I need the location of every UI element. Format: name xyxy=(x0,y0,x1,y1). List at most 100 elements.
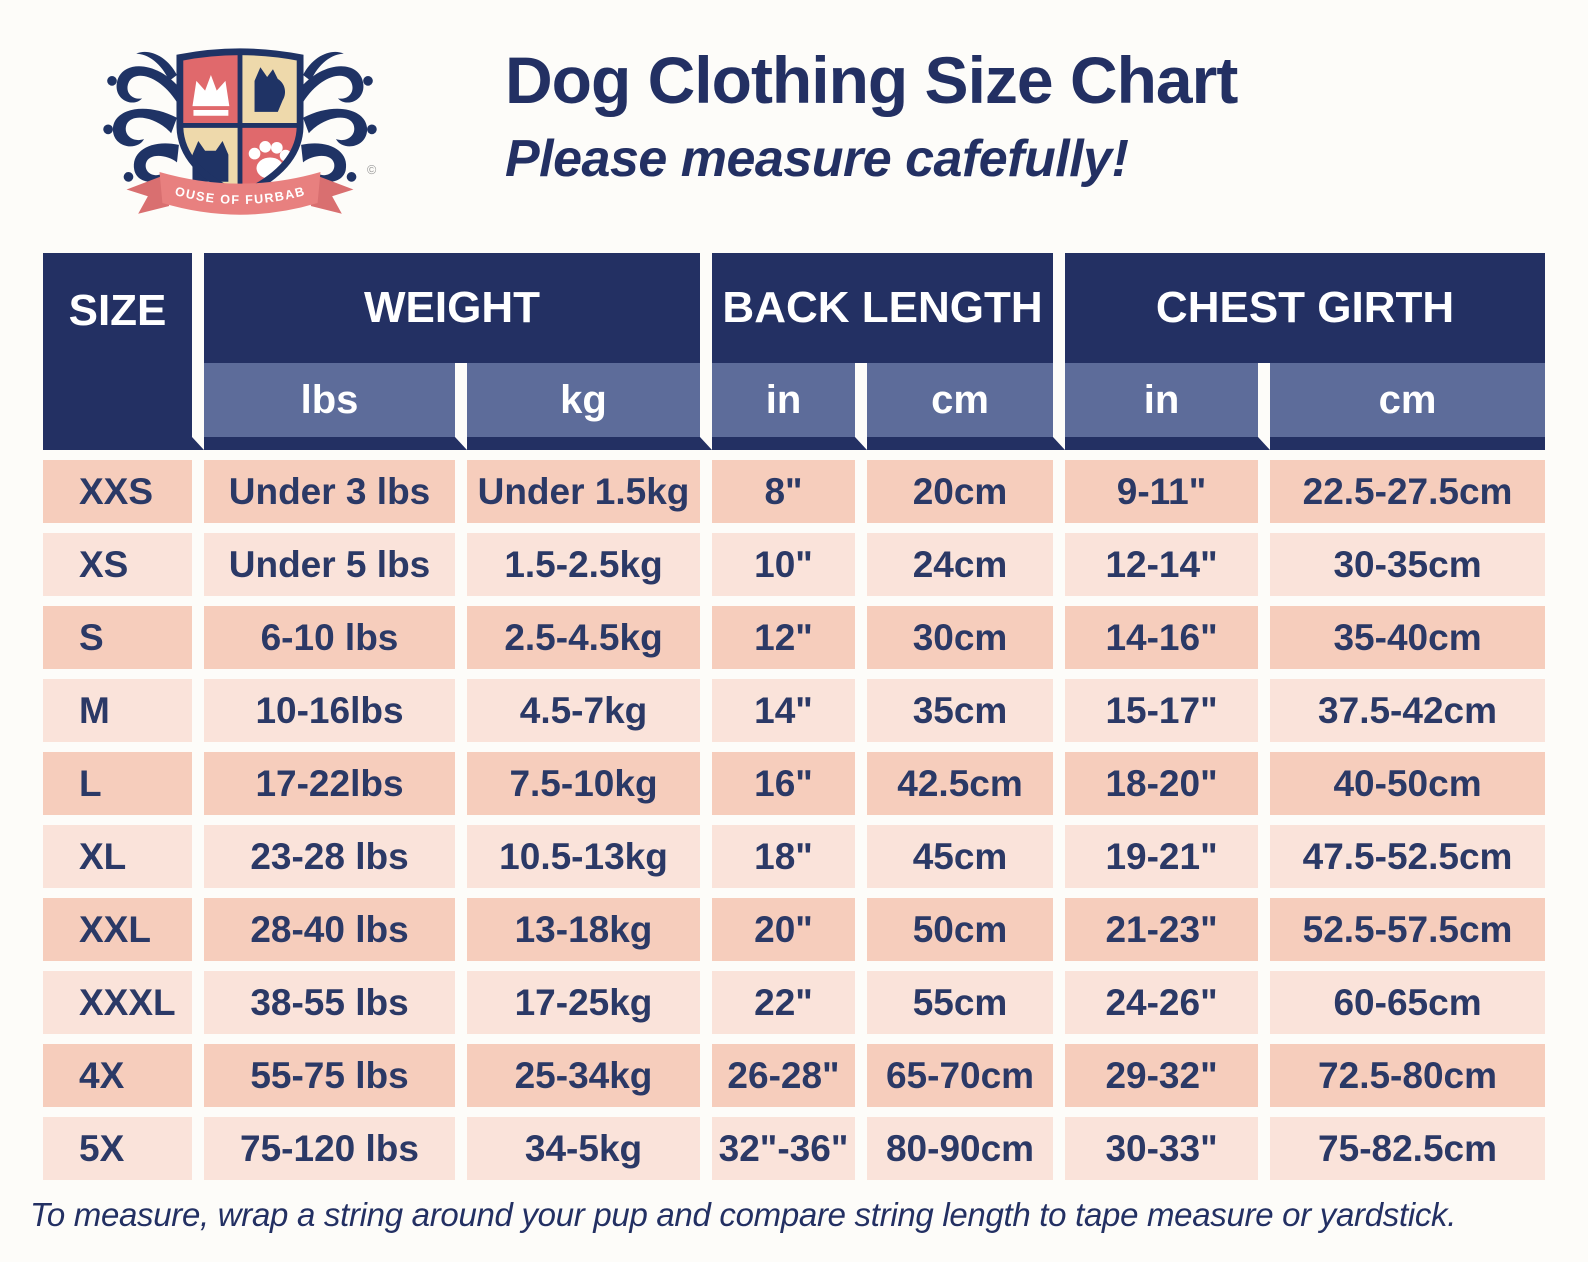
chest-girth-in-cell: 21-23" xyxy=(1065,888,1271,961)
page-subtitle: Please measure cafefully! xyxy=(505,130,1129,189)
back-length-cm-cell: 24cm xyxy=(867,523,1066,596)
back-length-cm-cell: 35cm xyxy=(867,669,1066,742)
size-cell: XL xyxy=(43,815,204,888)
unit-header-kg: kg xyxy=(467,363,713,450)
back-length-cm-cell: 20cm xyxy=(867,450,1066,523)
chest-girth-in-cell: 24-26" xyxy=(1065,961,1271,1034)
size-cell: XXL xyxy=(43,888,204,961)
back-length-in-cell: 8" xyxy=(712,450,868,523)
table-row: M 10-16lbs 4.5-7kg 14" 35cm 15-17" 37.5-… xyxy=(43,669,1546,742)
size-cell: XXXL xyxy=(43,961,204,1034)
weight-kg-cell: 25-34kg xyxy=(467,1034,713,1107)
crown-icon xyxy=(192,75,230,116)
unit-header-lbs: lbs xyxy=(204,363,467,450)
measuring-instructions: To measure, wrap a string around your pu… xyxy=(30,1196,1457,1233)
chest-girth-cm-cell: 40-50cm xyxy=(1270,742,1546,815)
weight-lbs-cell: 75-120 lbs xyxy=(204,1107,467,1180)
chest-girth-in-cell: 15-17" xyxy=(1065,669,1271,742)
table-row: XS Under 5 lbs 1.5-2.5kg 10" 24cm 12-14"… xyxy=(43,523,1546,596)
back-length-in-cell: 22" xyxy=(712,961,868,1034)
weight-kg-cell: 7.5-10kg xyxy=(467,742,713,815)
chest-girth-cm-cell: 22.5-27.5cm xyxy=(1270,450,1546,523)
unit-header-chest-girth-in: in xyxy=(1065,363,1271,450)
table-row: S 6-10 lbs 2.5-4.5kg 12" 30cm 14-16" 35-… xyxy=(43,596,1546,669)
chest-girth-cm-cell: 35-40cm xyxy=(1270,596,1546,669)
weight-lbs-cell: 6-10 lbs xyxy=(204,596,467,669)
chest-girth-cm-cell: 30-35cm xyxy=(1270,523,1546,596)
weight-kg-cell: 1.5-2.5kg xyxy=(467,523,713,596)
unit-header-chest-girth-cm: cm xyxy=(1270,363,1546,450)
table-row: 5X 75-120 lbs 34-5kg 32"-36" 80-90cm 30-… xyxy=(43,1107,1546,1180)
table-header: SIZE WEIGHT BACK LENGTH CHEST GIRTH lbs … xyxy=(43,253,1546,450)
chest-girth-in-cell: 18-20" xyxy=(1065,742,1271,815)
copyright-mark: © xyxy=(367,163,377,177)
column-header-size: SIZE xyxy=(43,253,204,450)
size-table-body: XXS Under 3 lbs Under 1.5kg 8" 20cm 9-11… xyxy=(43,450,1546,1180)
chest-girth-in-cell: 9-11" xyxy=(1065,450,1271,523)
size-cell: XS xyxy=(43,523,204,596)
weight-lbs-cell: 23-28 lbs xyxy=(204,815,467,888)
weight-kg-cell: 2.5-4.5kg xyxy=(467,596,713,669)
unit-header-back-length-cm: cm xyxy=(867,363,1066,450)
size-cell: XXS xyxy=(43,450,204,523)
title-block: Dog Clothing Size Chart Please measure c… xyxy=(505,43,1238,189)
page-title: Dog Clothing Size Chart xyxy=(505,43,1238,117)
weight-lbs-cell: 17-22lbs xyxy=(204,742,467,815)
size-cell: S xyxy=(43,596,204,669)
back-length-in-cell: 14" xyxy=(712,669,868,742)
chest-girth-cm-cell: 75-82.5cm xyxy=(1270,1107,1546,1180)
back-length-cm-cell: 55cm xyxy=(867,961,1066,1034)
back-length-cm-cell: 50cm xyxy=(867,888,1066,961)
chest-girth-cm-cell: 47.5-52.5cm xyxy=(1270,815,1546,888)
house-of-furbaby-logo: HOUSE OF FURBABY © xyxy=(75,10,400,230)
back-length-cm-cell: 65-70cm xyxy=(867,1034,1066,1107)
chest-girth-cm-cell: 72.5-80cm xyxy=(1270,1034,1546,1107)
back-length-in-cell: 10" xyxy=(712,523,868,596)
weight-kg-cell: 4.5-7kg xyxy=(467,669,713,742)
shield-border xyxy=(176,48,304,200)
weight-kg-cell: 13-18kg xyxy=(467,888,713,961)
chest-girth-cm-cell: 52.5-57.5cm xyxy=(1270,888,1546,961)
size-cell: L xyxy=(43,742,204,815)
dog-icon xyxy=(254,67,286,112)
table-row: L 17-22lbs 7.5-10kg 16" 42.5cm 18-20" 40… xyxy=(43,742,1546,815)
back-length-in-cell: 16" xyxy=(712,742,868,815)
back-length-in-cell: 18" xyxy=(712,815,868,888)
weight-lbs-cell: 10-16lbs xyxy=(204,669,467,742)
weight-kg-cell: Under 1.5kg xyxy=(467,450,713,523)
size-cell: 4X xyxy=(43,1034,204,1107)
table-row: XXS Under 3 lbs Under 1.5kg 8" 20cm 9-11… xyxy=(43,450,1546,523)
table-row: XL 23-28 lbs 10.5-13kg 18" 45cm 19-21" 4… xyxy=(43,815,1546,888)
column-header-back-length: BACK LENGTH xyxy=(712,253,1066,363)
back-length-cm-cell: 30cm xyxy=(867,596,1066,669)
weight-kg-cell: 10.5-13kg xyxy=(467,815,713,888)
chest-girth-in-cell: 14-16" xyxy=(1065,596,1271,669)
chest-girth-cm-cell: 37.5-42cm xyxy=(1270,669,1546,742)
size-chart-table: SIZE WEIGHT BACK LENGTH CHEST GIRTH lbs … xyxy=(43,253,1546,1180)
weight-kg-cell: 17-25kg xyxy=(467,961,713,1034)
table-row: XXL 28-40 lbs 13-18kg 20" 50cm 21-23" 52… xyxy=(43,888,1546,961)
weight-kg-cell: 34-5kg xyxy=(467,1107,713,1180)
size-cell: M xyxy=(43,669,204,742)
table-row: 4X 55-75 lbs 25-34kg 26-28" 65-70cm 29-3… xyxy=(43,1034,1546,1107)
chest-girth-in-cell: 19-21" xyxy=(1065,815,1271,888)
chest-girth-in-cell: 30-33" xyxy=(1065,1107,1271,1180)
table-row: XXXL 38-55 lbs 17-25kg 22" 55cm 24-26" 6… xyxy=(43,961,1546,1034)
weight-lbs-cell: 55-75 lbs xyxy=(204,1034,467,1107)
back-length-in-cell: 32"-36" xyxy=(712,1107,868,1180)
back-length-in-cell: 12" xyxy=(712,596,868,669)
weight-lbs-cell: Under 5 lbs xyxy=(204,523,467,596)
column-header-chest-girth: CHEST GIRTH xyxy=(1065,253,1546,363)
weight-lbs-cell: 38-55 lbs xyxy=(204,961,467,1034)
chest-girth-in-cell: 29-32" xyxy=(1065,1034,1271,1107)
back-length-in-cell: 26-28" xyxy=(712,1034,868,1107)
size-cell: 5X xyxy=(43,1107,204,1180)
crest-logo-graphic: HOUSE OF FURBABY © xyxy=(75,10,377,215)
back-length-in-cell: 20" xyxy=(712,888,868,961)
back-length-cm-cell: 45cm xyxy=(867,815,1066,888)
unit-header-back-length-in: in xyxy=(712,363,868,450)
back-length-cm-cell: 80-90cm xyxy=(867,1107,1066,1180)
weight-lbs-cell: Under 3 lbs xyxy=(204,450,467,523)
back-length-cm-cell: 42.5cm xyxy=(867,742,1066,815)
weight-lbs-cell: 28-40 lbs xyxy=(204,888,467,961)
